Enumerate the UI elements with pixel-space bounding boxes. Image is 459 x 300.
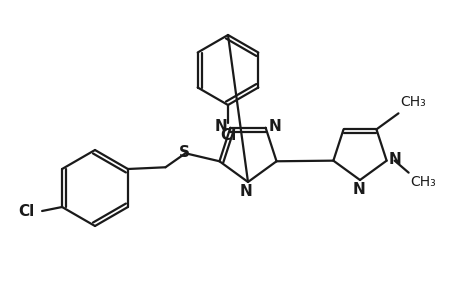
Text: N: N bbox=[268, 119, 281, 134]
Text: N: N bbox=[239, 184, 252, 199]
Text: N: N bbox=[352, 182, 364, 197]
Text: CH₃: CH₃ bbox=[410, 175, 436, 189]
Text: N: N bbox=[388, 152, 401, 167]
Text: CH₃: CH₃ bbox=[400, 95, 425, 109]
Text: Cl: Cl bbox=[219, 128, 235, 143]
Text: S: S bbox=[179, 145, 190, 160]
Text: N: N bbox=[214, 119, 227, 134]
Text: Cl: Cl bbox=[18, 203, 34, 218]
